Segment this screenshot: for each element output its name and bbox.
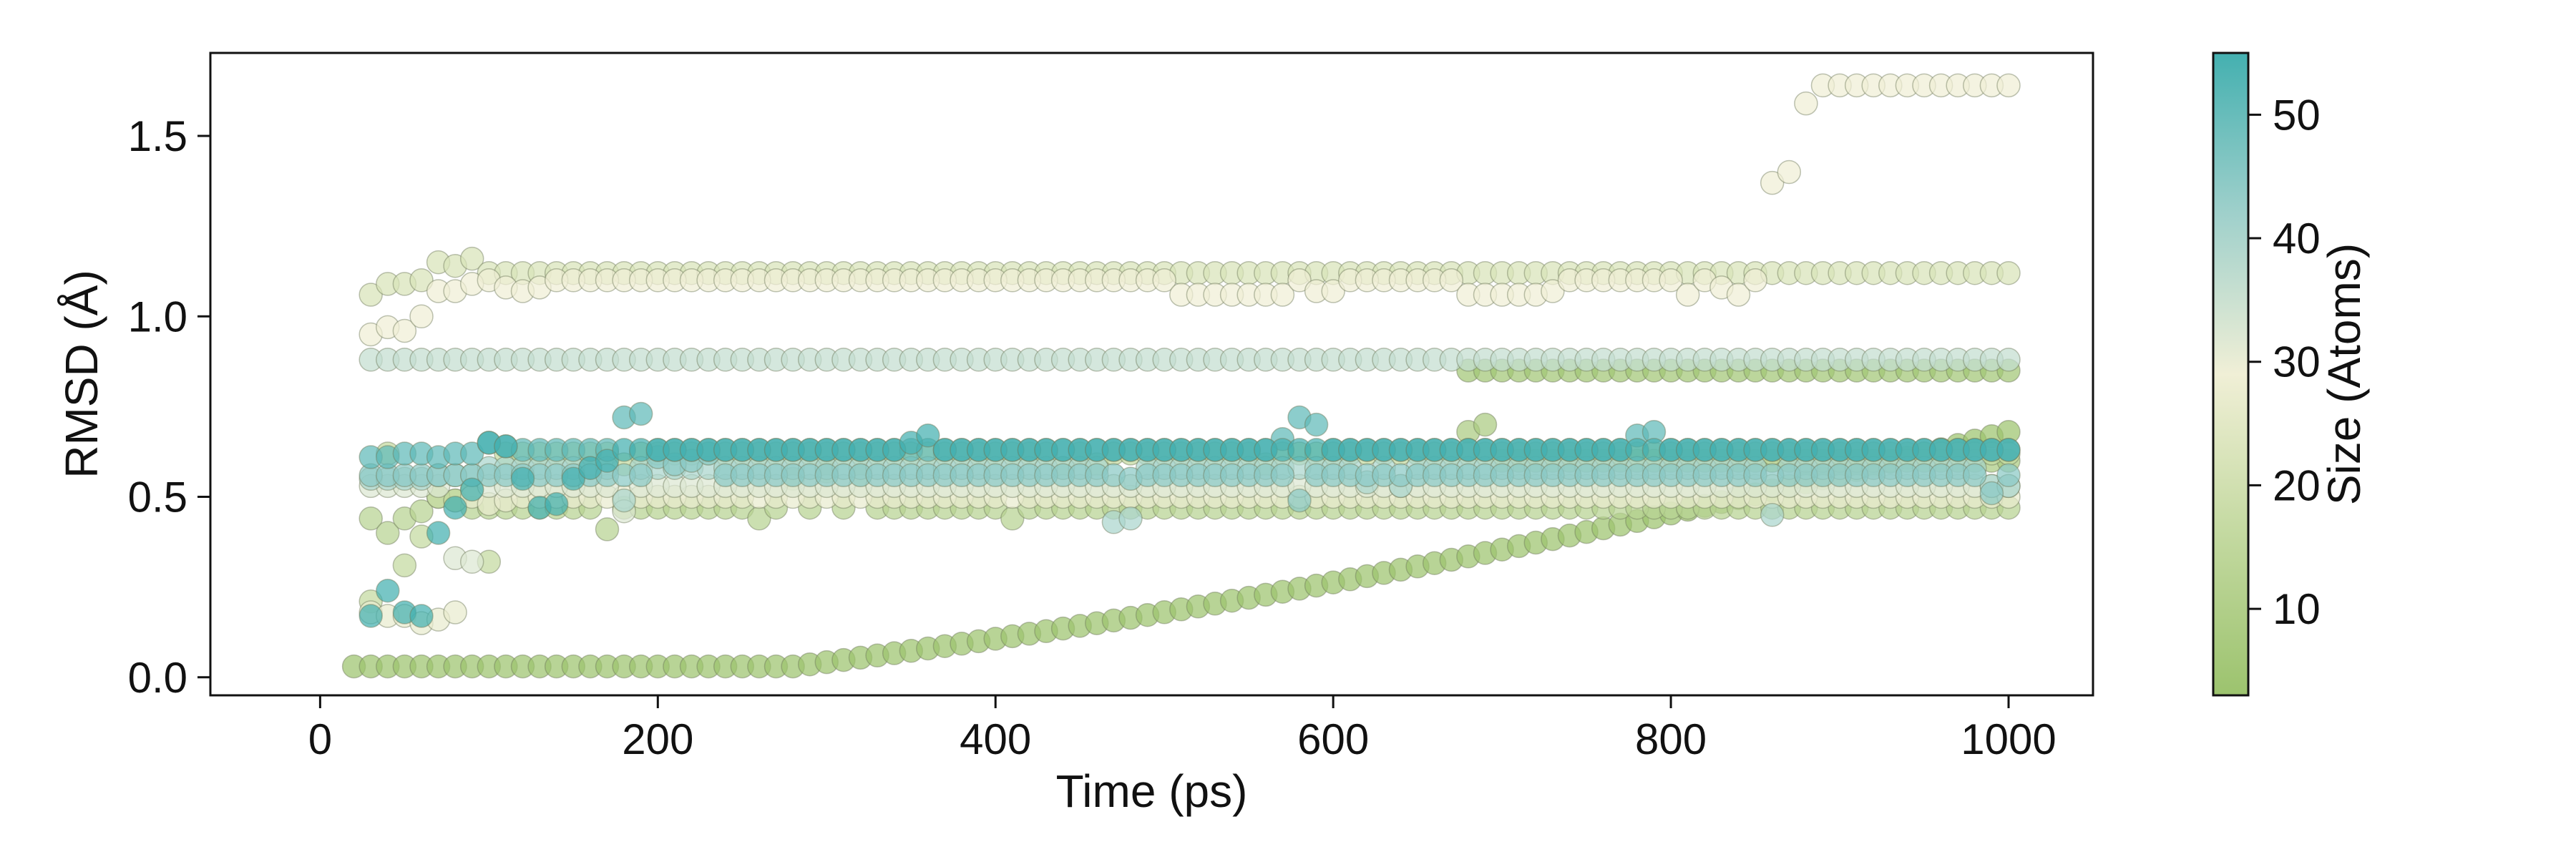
data-point [409,304,434,329]
data-point [459,246,484,271]
x-tick-label: 600 [1297,715,1369,763]
y-tick-label: 1.5 [128,112,187,160]
data-point [1726,283,1751,307]
data-point [1794,91,1818,116]
data-point [612,488,636,513]
data-point [459,477,484,502]
data-point [443,600,467,625]
series-36-atoms [358,348,2021,372]
data-point [1760,170,1785,195]
colorbar-tick-label: 50 [2273,91,2321,139]
data-point [1118,506,1143,531]
data-point [561,466,586,491]
data-point [1996,463,2021,488]
data-point [376,521,400,545]
data-point [1996,260,2021,285]
data-point [628,401,653,426]
x-axis: 0 200 400 600 800 1000 [308,695,2057,763]
data-point [494,434,518,459]
data-point [409,604,434,628]
data-point [426,521,451,545]
data-point [1675,283,1700,307]
data-point [392,318,417,343]
data-point [358,506,383,531]
data-point [1304,412,1329,437]
data-point [1996,73,2021,98]
data-point [1321,279,1345,303]
data-point [459,441,484,466]
data-point [1270,283,1295,307]
data-point [1659,268,1683,293]
data-point [1760,503,1785,527]
colorbar-tick-label: 30 [2273,338,2321,386]
colorbar-ticks: 10 20 30 40 50 [2248,91,2321,633]
data-point [1473,412,1498,437]
y-axis-label: RMSD (Å) [56,270,107,479]
data-point [595,517,620,542]
data-point [358,283,383,307]
data-point [1439,268,1464,293]
data-point [1743,268,1767,293]
data-point [358,604,383,628]
data-point [1287,488,1312,513]
x-tick-label: 200 [622,715,693,763]
data-point [916,423,940,448]
colorbar-label: Size (Atoms) [2318,243,2370,505]
data-point [1979,481,2004,506]
y-axis: 0.0 0.5 1.0 1.5 [128,112,210,702]
colorbar-tick-label: 20 [2273,461,2321,509]
x-tick-label: 0 [308,715,332,763]
x-tick-label: 800 [1635,715,1707,763]
data-point [459,549,484,574]
data-point [1996,348,2021,372]
series-55-atoms [358,423,2021,628]
data-point [1270,463,1295,488]
plot-area [341,73,2021,679]
data-point [409,268,434,293]
data-point [1777,160,1802,185]
data-point [409,499,434,524]
data-point [392,553,417,578]
data-point [376,578,400,603]
data-point [1996,438,2021,462]
data-point [1541,279,1565,303]
y-tick-label: 1.0 [128,293,187,341]
x-axis-label: Time (ps) [1056,765,1248,817]
colorbar [2212,52,2250,697]
data-point [544,491,569,516]
data-point [443,495,467,520]
x-tick-label: 1000 [1961,715,2056,763]
data-point [1287,268,1312,293]
series-29-atoms [358,73,2021,347]
colorbar-tick-label: 40 [2273,215,2321,263]
data-point [595,449,620,473]
y-tick-label: 0.0 [128,654,187,702]
y-tick-label: 0.5 [128,474,187,521]
data-point [628,463,653,488]
plot-frame [209,52,2094,697]
colorbar-tick-label: 10 [2273,585,2321,633]
data-point [1963,463,1987,488]
data-point [510,466,535,491]
data-point [1152,268,1176,293]
x-tick-label: 400 [960,715,1031,763]
